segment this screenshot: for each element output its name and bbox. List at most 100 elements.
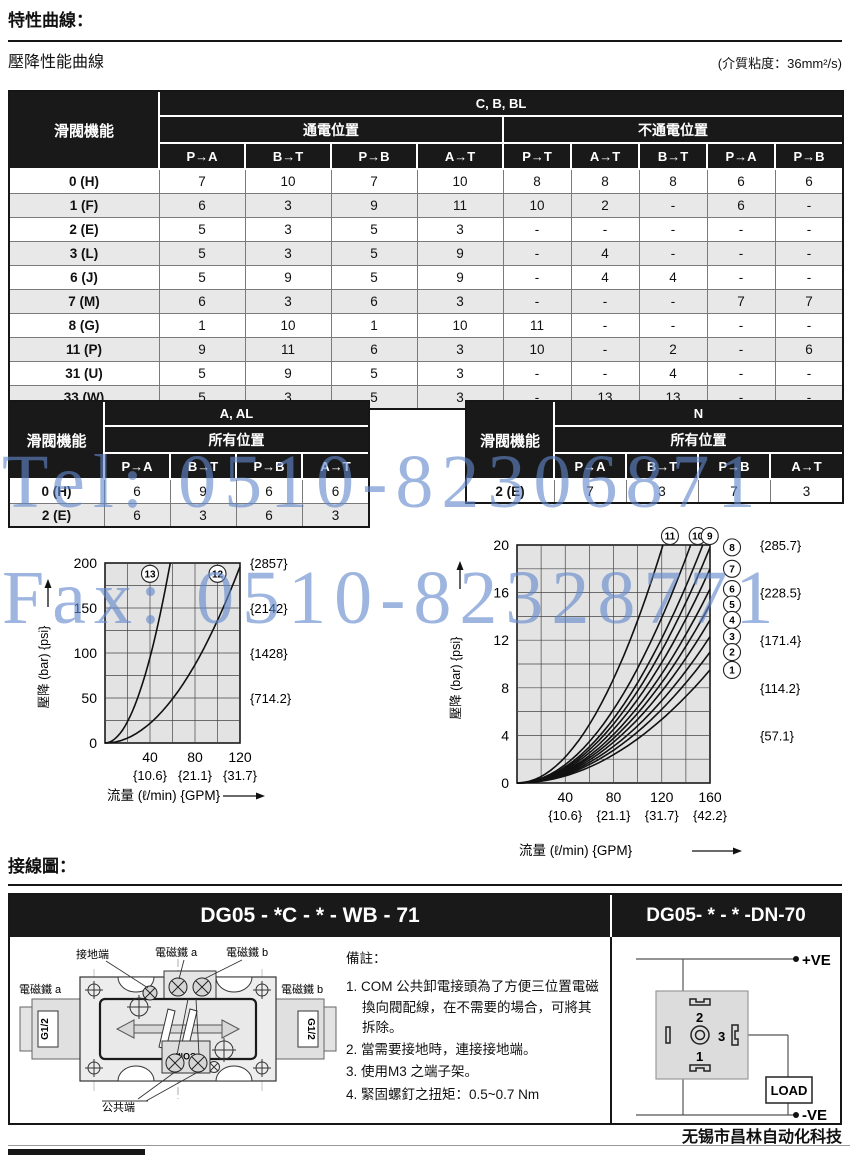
row-label: 2 (E) (8, 502, 105, 528)
table-cell: 6 (103, 502, 171, 528)
table-cell: - (774, 216, 844, 242)
y-tick-label: 0 (501, 775, 509, 791)
curve-label: 4 (729, 615, 735, 626)
table-cell: 6 (706, 192, 776, 218)
table-cell: - (570, 216, 640, 242)
table-cell: 5 (158, 216, 246, 242)
curve-label-circle (700, 526, 719, 546)
col-header: A→T (769, 452, 844, 480)
section-title-characteristic-curves: 特性曲線： (8, 11, 93, 30)
table-cell: - (638, 312, 708, 338)
table-cell: 3 (244, 288, 332, 314)
company-name: 无锡市昌林自动化科技 (681, 1129, 842, 1146)
x-tick-gpm-label: {31.7} (645, 808, 680, 823)
row-header: 滑閥機能 (465, 400, 555, 480)
y-tick-label: 200 (74, 555, 98, 571)
x-tick-label: 40 (142, 749, 158, 765)
table-cell: - (706, 240, 776, 266)
y-axis-arrowhead (456, 561, 464, 570)
pin-3-label: 3 (718, 1029, 725, 1044)
table-cell: 8 (570, 168, 640, 194)
curve-12 (104, 566, 241, 744)
left-tab (19, 1006, 33, 1052)
table-row: 0 (H) 7 10 7 10 8 8 8 6 6 (8, 168, 844, 194)
table-cell: - (774, 312, 844, 338)
table-cell: 10 (502, 336, 572, 362)
table-cell: - (774, 240, 844, 266)
y-tick-label: 12 (493, 632, 509, 648)
curve-label-circle (722, 559, 742, 578)
wiring-header-row: DG05 - *C - * - WB - 71 DG05- * - * -DN-… (10, 895, 840, 937)
y-tick-label: 16 (493, 585, 509, 601)
curve-label: 9 (707, 532, 713, 543)
g12-port-left (37, 1010, 59, 1048)
pin-1-label: 1 (696, 1049, 703, 1064)
y-tick-label: 4 (501, 727, 509, 743)
x-axis-arrowhead (733, 847, 742, 855)
row-label: 6 (J) (8, 264, 160, 290)
y-axis-arrowhead (44, 579, 52, 588)
table-cell: 9 (169, 478, 237, 504)
model-header-dn70: DG05- * - * -DN-70 (610, 895, 840, 937)
x-tick-gpm-label: {21.1} (597, 808, 632, 823)
curve-label-circle (722, 538, 742, 557)
table-cell: 7 (774, 288, 844, 314)
divider (8, 40, 842, 42)
row-label: 1 (F) (8, 192, 160, 218)
table-cell: - (706, 216, 776, 242)
table-cell: 8 (638, 168, 708, 194)
group-deenergized: 不通電位置 (502, 115, 844, 144)
connector-wiring-diagram: +VE -VE 2 3 1 LOAD (636, 952, 831, 1123)
note-item: 2. 當需要接地時，連接接地端。 (346, 1042, 537, 1057)
table-cell: - (502, 240, 572, 266)
group-header: A, AL (103, 400, 370, 427)
table-cell: 11 (416, 192, 504, 218)
row-header: 滑閥機能 (8, 90, 160, 170)
top-notch-right (215, 976, 253, 993)
curve-label-circle (722, 660, 742, 679)
curve-13 (104, 562, 172, 744)
table-cell: 5 (158, 240, 246, 266)
table-cell: 6 (330, 288, 418, 314)
group-header: N (553, 400, 844, 427)
x-tick-gpm-label: {42.2} (693, 808, 728, 823)
row-label: 11 (P) (8, 336, 160, 362)
x-tick-label: 80 (187, 749, 203, 765)
table-row: 11 (P) 9 11 6 3 10-2-6 (8, 336, 844, 362)
col-header: P→T (502, 142, 572, 170)
table-cell: - (706, 264, 776, 290)
left-chart: 13 12 200 {2857} 150 {2142} 100 {1428} 50 {714.2}… (18, 546, 378, 836)
row-label: 2 (E) (465, 478, 555, 504)
col-header: A→T (416, 142, 504, 170)
table-cell: 10 (416, 168, 504, 194)
table-cell: - (774, 360, 844, 386)
table-cell: - (570, 360, 640, 386)
table-cell: 3 (169, 502, 237, 528)
group-energized: 通電位置 (158, 115, 504, 144)
table-row: 3 (L) 5 3 5 9-4- - - (8, 240, 844, 266)
y-tick-label: 50 (81, 690, 97, 706)
table-cell: 6 (158, 288, 246, 314)
table-cell: 3 (416, 360, 504, 386)
table-cell: 7 (330, 168, 418, 194)
table-cell: 3 (416, 336, 504, 362)
row-label: 0 (H) (8, 478, 105, 504)
bottom-notch-right (215, 1065, 253, 1082)
table-row: 2 (E) 7 3 7 3 (465, 478, 844, 504)
table-cell: 6 (774, 168, 844, 194)
positive-node (793, 956, 799, 962)
y-axis-title: 壓降 (bar) {psi} (37, 626, 51, 709)
table-cell: - (774, 192, 844, 218)
table-cell: - (774, 264, 844, 290)
table-cell: - (570, 312, 640, 338)
table-cell: 2 (570, 192, 640, 218)
x-tick-gpm-label: {10.6} (548, 808, 583, 823)
wiring-body: G1/2 G1/2 (10, 937, 840, 1123)
notes-title: 備註： (346, 951, 387, 966)
x-axis-arrowhead (256, 792, 265, 800)
flow-arrow (115, 1019, 241, 1039)
curve-label: 6 (729, 585, 735, 596)
group-cbbl: C, B, BL (158, 90, 844, 117)
g12-label-right: G1/2 (305, 1018, 316, 1040)
table-cell: 3 (244, 240, 332, 266)
